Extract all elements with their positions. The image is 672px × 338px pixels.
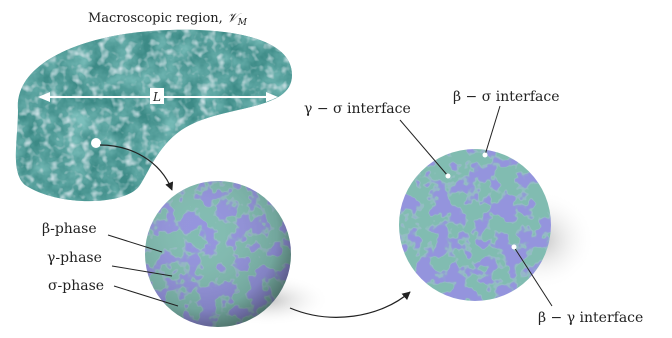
beta-gamma-point	[511, 244, 517, 250]
zoom-arrow-macro-to-sphere	[99, 144, 174, 191]
length-dimension	[38, 88, 278, 104]
gamma-sigma-point	[445, 173, 451, 179]
beta-gamma-interface-label: β − γ interface	[538, 310, 643, 326]
length-label: L	[152, 90, 161, 104]
sigma-phase-label: σ-phase	[48, 278, 104, 294]
gamma-sigma-interface-label: γ − σ interface	[304, 101, 411, 117]
beta-sigma-leader	[484, 105, 501, 156]
sigma-phase-leader	[113, 285, 179, 307]
beta-sigma-point	[482, 152, 488, 158]
macro-title-text: Macroscopic region,	[88, 11, 227, 26]
sample-point	[91, 138, 101, 148]
gamma-phase-label: γ-phase	[47, 250, 102, 266]
beta-phase-leader	[107, 234, 163, 253]
gamma-phase-leader	[111, 265, 173, 277]
zoom-arrow-sphere-to-disc	[289, 291, 411, 318]
beta-phase-label: β-phase	[42, 221, 97, 237]
microstructure-sphere	[145, 181, 291, 327]
cross-section-disc	[399, 149, 551, 301]
macro-title-subscript: M	[237, 18, 248, 28]
macro-region-title: Macroscopic region, 𝒱M	[88, 11, 248, 28]
gamma-sigma-leader	[399, 119, 449, 177]
macroscopic-region	[15, 29, 292, 202]
beta-sigma-interface-label: β − σ interface	[453, 89, 559, 105]
beta-gamma-leader	[513, 246, 553, 307]
